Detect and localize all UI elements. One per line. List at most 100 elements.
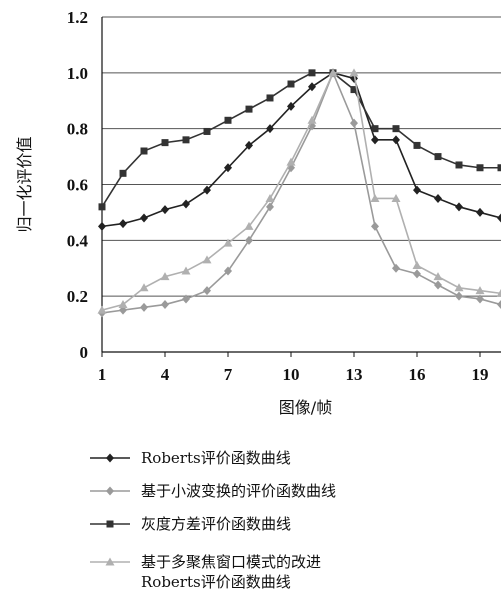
series-3 bbox=[97, 68, 501, 314]
data-point bbox=[203, 185, 211, 195]
data-point bbox=[392, 125, 400, 133]
data-point bbox=[286, 157, 296, 166]
data-point bbox=[350, 86, 358, 94]
data-point bbox=[413, 141, 421, 149]
data-point bbox=[97, 305, 107, 314]
legend-marker bbox=[106, 520, 114, 528]
data-point bbox=[203, 286, 211, 296]
series-line-1 bbox=[101, 70, 501, 314]
data-point bbox=[434, 193, 442, 203]
data-point bbox=[224, 266, 232, 276]
tick-labels: 0 0.2 0.4 0.6 0.8 1.0 1.2 1 4 7 10 13 16 19 bbox=[67, 8, 489, 384]
legend-marker bbox=[106, 486, 114, 496]
data-point bbox=[455, 291, 463, 301]
data-point bbox=[328, 68, 338, 77]
data-point bbox=[119, 219, 127, 229]
data-point bbox=[140, 302, 148, 312]
legend-item-0: Roberts评价函数曲线 bbox=[90, 449, 291, 467]
x-tick-label: 16 bbox=[409, 365, 426, 384]
data-point bbox=[203, 127, 211, 135]
grid-lines bbox=[102, 16, 501, 297]
data-point bbox=[266, 94, 274, 102]
data-point bbox=[496, 288, 501, 297]
data-point bbox=[308, 82, 316, 92]
series-lines bbox=[97, 68, 501, 318]
y-tick-label: 1.2 bbox=[67, 8, 88, 27]
data-point bbox=[140, 213, 148, 223]
data-point bbox=[413, 185, 421, 195]
y-tick-label: 0.8 bbox=[67, 120, 88, 139]
data-point bbox=[223, 238, 233, 247]
data-point bbox=[434, 280, 442, 290]
data-point bbox=[224, 163, 232, 173]
data-point bbox=[497, 213, 501, 223]
data-point bbox=[350, 118, 358, 128]
data-point bbox=[476, 294, 484, 304]
data-point bbox=[287, 80, 295, 88]
legend-item-3: 基于多聚焦窗口模式的改进 Roberts评价函数曲线 bbox=[90, 553, 321, 591]
data-point bbox=[245, 105, 253, 113]
y-tick-label: 0.2 bbox=[67, 287, 88, 306]
data-point bbox=[140, 147, 148, 155]
legend-marker bbox=[106, 453, 114, 463]
data-point bbox=[412, 260, 422, 269]
x-tick-label: 7 bbox=[224, 365, 233, 384]
data-point bbox=[98, 221, 106, 231]
data-point bbox=[182, 294, 190, 304]
data-point bbox=[245, 235, 253, 245]
data-point bbox=[307, 115, 317, 124]
data-point bbox=[349, 68, 359, 77]
data-point bbox=[392, 263, 400, 273]
x-axis-title: 图像/帧 bbox=[279, 398, 332, 417]
x-tick-label: 13 bbox=[346, 365, 363, 384]
legend-label: 基于小波变换的评价函数曲线 bbox=[141, 482, 336, 500]
data-point bbox=[244, 221, 254, 230]
x-tick-label: 10 bbox=[283, 365, 300, 384]
y-axis-title: 归一化评价值 bbox=[15, 136, 34, 232]
data-point bbox=[245, 140, 253, 150]
data-point bbox=[161, 139, 169, 147]
data-point bbox=[139, 283, 149, 292]
series-line-0 bbox=[101, 71, 501, 228]
data-point bbox=[370, 193, 380, 202]
data-point bbox=[392, 135, 400, 145]
data-point bbox=[98, 203, 106, 211]
series-line-3 bbox=[101, 72, 501, 311]
x-tick-label: 4 bbox=[161, 365, 170, 384]
data-point bbox=[371, 221, 379, 231]
data-point bbox=[202, 255, 212, 264]
data-point bbox=[182, 136, 190, 144]
legend-item-2: 灰度方差评价函数曲线 bbox=[90, 515, 291, 533]
data-point bbox=[475, 286, 485, 295]
data-point bbox=[497, 164, 501, 172]
data-point bbox=[413, 269, 421, 279]
series-0 bbox=[98, 68, 501, 231]
legend-label: Roberts评价函数曲线 bbox=[141, 573, 291, 591]
legend: Roberts评价函数曲线基于小波变换的评价函数曲线灰度方差评价函数曲线基于多聚… bbox=[90, 449, 336, 591]
data-point bbox=[181, 266, 191, 275]
data-point bbox=[497, 300, 501, 310]
data-point bbox=[119, 169, 127, 177]
data-point bbox=[371, 135, 379, 145]
data-point bbox=[266, 202, 274, 212]
legend-label: 灰度方差评价函数曲线 bbox=[141, 515, 291, 533]
data-point bbox=[434, 153, 442, 161]
data-point bbox=[265, 193, 275, 202]
data-point bbox=[266, 124, 274, 134]
y-tick-label: 1.0 bbox=[67, 64, 88, 83]
legend-label: Roberts评价函数曲线 bbox=[141, 449, 291, 467]
y-tick-label: 0.4 bbox=[67, 231, 89, 250]
x-tick-label: 1 bbox=[98, 365, 107, 384]
data-point bbox=[454, 283, 464, 292]
data-point bbox=[433, 272, 443, 281]
series-2 bbox=[98, 69, 501, 211]
data-point bbox=[391, 193, 401, 202]
data-point bbox=[224, 116, 232, 124]
data-point bbox=[182, 199, 190, 209]
y-tick-label: 0 bbox=[80, 343, 89, 362]
data-point bbox=[476, 164, 484, 172]
data-point bbox=[371, 125, 379, 133]
data-point bbox=[161, 205, 169, 215]
